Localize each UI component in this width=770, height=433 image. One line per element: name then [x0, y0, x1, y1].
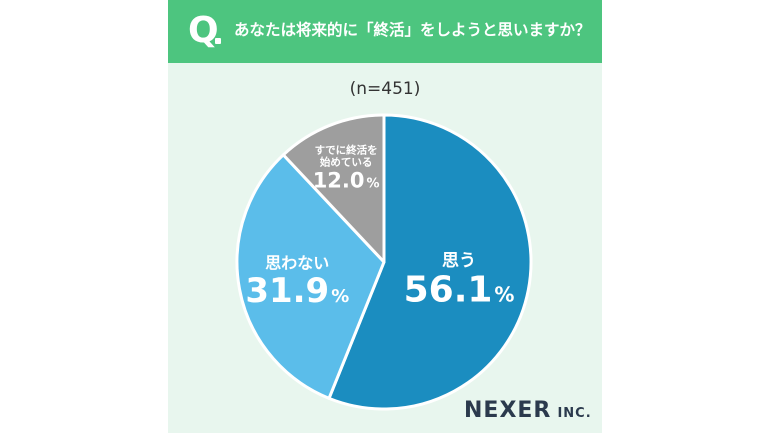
question-text: あなたは将来的に「終活」をしようと思いますか？	[234, 21, 591, 39]
sample-size: (n=451)	[349, 79, 421, 99]
logo-main: NEXER	[464, 398, 552, 423]
slice-name-2: すでに終活を	[315, 143, 378, 156]
pie-slice-1	[235, 153, 386, 400]
slice-value-2: 12.0%	[313, 168, 380, 192]
slice-name-0: 思う	[442, 251, 476, 271]
q-mark: Q	[188, 10, 219, 51]
question-header: Q あなたは将来的に「終活」をしようと思いますか？	[168, 0, 602, 63]
logo-suffix: INC.	[557, 406, 592, 421]
slice-value-0: 56.1%	[404, 270, 515, 311]
slice-value-1: 31.9%	[245, 271, 349, 311]
slice-name-2: 始めている	[320, 155, 373, 168]
q-mark-dot	[215, 38, 221, 44]
chart-card: Q あなたは将来的に「終活」をしようと思いますか？ (n=451) 思う 56.1…	[168, 0, 602, 433]
nexer-logo: NEXER INC.	[464, 398, 592, 423]
slice-name-1: 思わない	[265, 253, 329, 272]
pie-slice-2	[281, 113, 386, 264]
pie-slice-0	[327, 113, 533, 411]
